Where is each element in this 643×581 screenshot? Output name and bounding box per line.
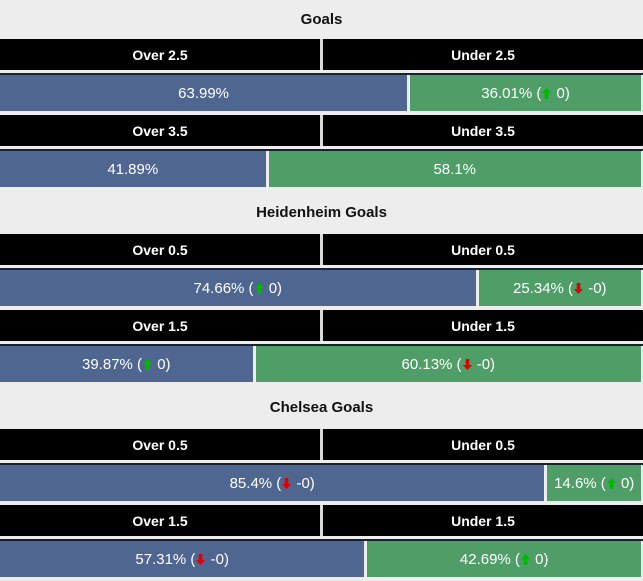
over-probability-bar: 57.31% ( -0) bbox=[0, 541, 365, 577]
under-trend-value: -0) bbox=[584, 279, 607, 297]
under-trend-value: 0) bbox=[530, 550, 549, 568]
over-bar-label: 85.4% ( bbox=[229, 474, 282, 492]
under-trend-value: 0) bbox=[616, 474, 635, 492]
header-divider bbox=[320, 429, 323, 460]
under-probability-bar: 42.69% ( 0) bbox=[367, 541, 641, 577]
under-probability-bar: 14.6% ( 0) bbox=[547, 465, 641, 501]
over-under-header-row: Over 1.5 Under 1.5 bbox=[0, 505, 643, 536]
under-header-cell: Under 1.5 bbox=[451, 512, 515, 529]
section: Goals Over 2.5 Under 2.5 63.99% 36.01% ( 0) O… bbox=[0, 0, 643, 187]
over-probability-bar: 39.87% ( 0) bbox=[0, 346, 253, 382]
section-title: Goals bbox=[300, 11, 343, 28]
over-probability-bar: 74.66% ( 0) bbox=[0, 270, 476, 306]
section-title: Heidenheim Goals bbox=[256, 204, 387, 221]
under-probability-bar: 58.1% bbox=[268, 151, 641, 187]
probability-bar-row: 57.31% ( -0) 42.69% ( 0) bbox=[0, 539, 643, 577]
over-header-cell: Over 2.5 bbox=[132, 46, 188, 63]
over-trend-value: 0) bbox=[264, 279, 283, 297]
under-bar-label: 60.13% ( bbox=[401, 355, 462, 373]
under-probability-bar: 60.13% ( -0) bbox=[255, 346, 641, 382]
under-bar-label: 36.01% ( bbox=[481, 84, 542, 102]
over-header-cell: Over 0.5 bbox=[132, 241, 188, 258]
over-bar-label: 63.99% bbox=[178, 84, 230, 102]
over-bar-label: 74.66% ( bbox=[193, 279, 254, 297]
header-divider bbox=[320, 39, 323, 70]
under-bar-label: 25.34% ( bbox=[513, 279, 574, 297]
over-header-cell: Over 0.5 bbox=[132, 436, 188, 453]
trend-up-icon bbox=[542, 87, 552, 99]
probability-bar-row: 39.87% ( 0) 60.13% ( -0) bbox=[0, 344, 643, 382]
under-bar-label: 42.69% ( bbox=[459, 550, 520, 568]
over-trend-value: -0) bbox=[206, 550, 229, 568]
section-title: Chelsea Goals bbox=[269, 399, 374, 416]
section: Chelsea Goals Over 0.5 Under 0.5 85.4% ( -0… bbox=[0, 386, 643, 577]
over-header-cell: Over 1.5 bbox=[132, 512, 188, 529]
header-divider bbox=[320, 310, 323, 341]
under-trend-value: 0) bbox=[552, 84, 570, 102]
probability-bar-row: 41.89% 58.1% bbox=[0, 149, 643, 187]
over-trend-value: -0) bbox=[292, 474, 315, 492]
header-divider bbox=[320, 505, 323, 536]
probability-bar-row: 74.66% ( 0) 25.34% ( -0) bbox=[0, 268, 643, 306]
over-header-cell: Over 1.5 bbox=[132, 317, 188, 334]
under-header-cell: Under 1.5 bbox=[451, 317, 515, 334]
under-bar-label: 58.1% bbox=[433, 160, 477, 178]
under-header-cell: Under 2.5 bbox=[451, 46, 515, 63]
over-bar-label: 39.87% ( bbox=[82, 355, 143, 373]
under-probability-bar: 25.34% ( -0) bbox=[478, 270, 641, 306]
trend-down-icon bbox=[282, 477, 292, 489]
under-header-cell: Under 0.5 bbox=[451, 241, 515, 258]
trend-down-icon bbox=[196, 553, 206, 565]
trend-up-icon bbox=[143, 358, 153, 370]
over-probability-bar: 41.89% bbox=[0, 151, 266, 187]
over-bar-label: 41.89% bbox=[107, 160, 159, 178]
trend-down-icon bbox=[462, 358, 472, 370]
over-under-header-row: Over 0.5 Under 0.5 bbox=[0, 429, 643, 460]
over-probability-bar: 85.4% ( -0) bbox=[0, 465, 545, 501]
section: Heidenheim Goals Over 0.5 Under 0.5 74.66% … bbox=[0, 191, 643, 382]
under-bar-label: 14.6% ( bbox=[554, 474, 606, 492]
over-under-header-row: Over 3.5 Under 3.5 bbox=[0, 115, 643, 146]
over-bar-label: 57.31% ( bbox=[135, 550, 196, 568]
probability-bar-row: 63.99% 36.01% ( 0) bbox=[0, 73, 643, 111]
under-header-cell: Under 3.5 bbox=[451, 122, 515, 139]
trend-up-icon bbox=[520, 553, 530, 565]
over-under-header-row: Over 0.5 Under 0.5 bbox=[0, 234, 643, 265]
trend-down-icon bbox=[574, 282, 584, 294]
probability-bar-row: 85.4% ( -0) 14.6% ( 0) bbox=[0, 463, 643, 501]
under-trend-value: -0) bbox=[472, 355, 496, 373]
under-header-cell: Under 0.5 bbox=[451, 436, 515, 453]
over-probability-bar: 63.99% bbox=[0, 75, 408, 111]
over-under-header-row: Over 2.5 Under 2.5 bbox=[0, 39, 643, 70]
over-under-header-row: Over 1.5 Under 1.5 bbox=[0, 310, 643, 341]
over-header-cell: Over 3.5 bbox=[132, 122, 188, 139]
trend-up-icon bbox=[254, 282, 264, 294]
header-divider bbox=[320, 234, 323, 265]
over-trend-value: 0) bbox=[153, 355, 171, 373]
trend-up-icon bbox=[606, 477, 616, 489]
under-probability-bar: 36.01% ( 0) bbox=[410, 75, 641, 111]
header-divider bbox=[320, 115, 323, 146]
